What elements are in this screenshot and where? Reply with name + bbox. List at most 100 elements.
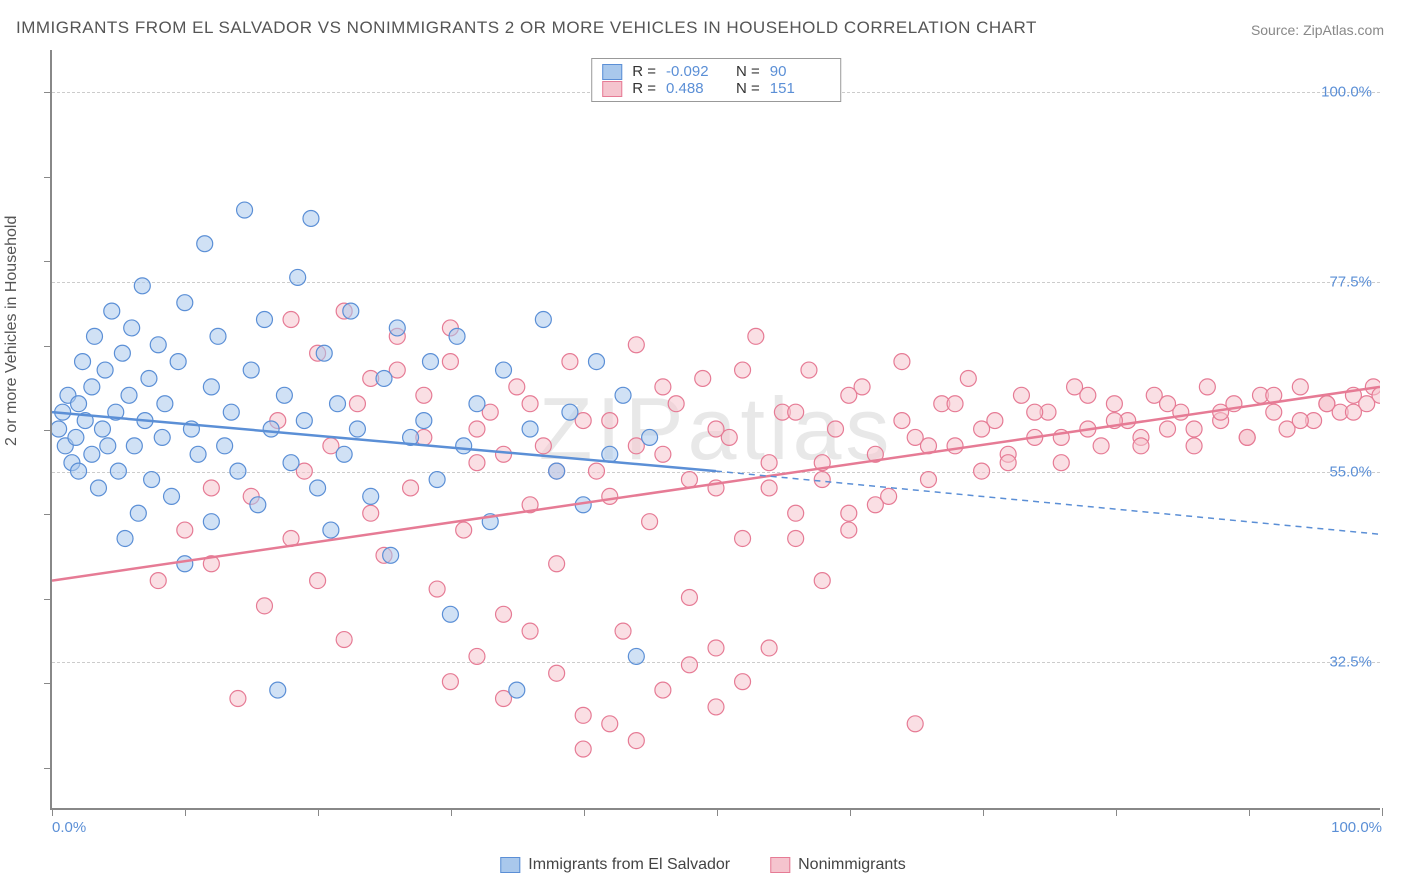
x-tick-mark: [52, 808, 53, 816]
scatter-point: [237, 202, 253, 218]
scatter-point: [68, 429, 84, 445]
scatter-point: [602, 488, 618, 504]
scatter-point: [562, 354, 578, 370]
legend-stats-box: R = -0.092 N = 90 R = 0.488 N = 151: [591, 58, 841, 102]
legend-swatch-pink: [770, 857, 790, 873]
scatter-point: [1106, 396, 1122, 412]
scatter-point: [681, 589, 697, 605]
legend-bottom: Immigrants from El Salvador Nonimmigrant…: [500, 856, 905, 874]
scatter-point: [748, 328, 764, 344]
scatter-point: [522, 623, 538, 639]
scatter-point: [867, 497, 883, 513]
x-tick-mark: [1116, 808, 1117, 816]
scatter-point: [894, 354, 910, 370]
scatter-point: [283, 312, 299, 328]
scatter-point: [469, 421, 485, 437]
y-tick-mark: [44, 599, 52, 600]
scatter-point: [708, 640, 724, 656]
legend-stats-row-pink: R = 0.488 N = 151: [602, 80, 830, 97]
scatter-point: [761, 455, 777, 471]
scatter-point: [256, 312, 272, 328]
legend-swatch-pink: [602, 81, 622, 97]
scatter-point: [615, 623, 631, 639]
scatter-point: [549, 556, 565, 572]
scatter-point: [1266, 404, 1282, 420]
legend-label-pink: Nonimmigrants: [798, 856, 906, 874]
scatter-point: [735, 674, 751, 690]
scatter-point: [263, 421, 279, 437]
scatter-point: [615, 387, 631, 403]
scatter-point: [628, 648, 644, 664]
scatter-point: [575, 707, 591, 723]
scatter-point: [296, 413, 312, 429]
scatter-point: [496, 606, 512, 622]
scatter-point: [628, 733, 644, 749]
y-tick-mark: [44, 92, 52, 93]
scatter-point: [788, 505, 804, 521]
r-label: R =: [632, 63, 656, 80]
scatter-point: [456, 522, 472, 538]
scatter-point: [144, 472, 160, 488]
scatter-point: [695, 370, 711, 386]
scatter-point: [735, 362, 751, 378]
scatter-point: [150, 337, 166, 353]
scatter-point: [343, 303, 359, 319]
scatter-point: [154, 429, 170, 445]
scatter-point: [681, 472, 697, 488]
scatter-point: [210, 328, 226, 344]
scatter-point: [1186, 438, 1202, 454]
scatter-point: [71, 396, 87, 412]
scatter-point: [336, 632, 352, 648]
scatter-point: [422, 354, 438, 370]
legend-label-blue: Immigrants from El Salvador: [528, 856, 730, 874]
scatter-point: [117, 531, 133, 547]
scatter-point: [788, 404, 804, 420]
scatter-point: [177, 522, 193, 538]
scatter-point: [469, 648, 485, 664]
scatter-point: [197, 236, 213, 252]
scatter-point: [655, 682, 671, 698]
scatter-point: [303, 210, 319, 226]
x-tick-label: 100.0%: [1331, 819, 1382, 836]
scatter-point: [290, 269, 306, 285]
scatter-point: [761, 480, 777, 496]
scatter-point: [1160, 421, 1176, 437]
scatter-point: [681, 657, 697, 673]
scatter-point: [330, 396, 346, 412]
scatter-point: [94, 421, 110, 437]
scatter-point: [1160, 396, 1176, 412]
scatter-point: [87, 328, 103, 344]
scatter-point: [124, 320, 140, 336]
x-tick-mark: [717, 808, 718, 816]
scatter-point: [974, 463, 990, 479]
y-tick-mark: [44, 768, 52, 769]
scatter-point: [71, 463, 87, 479]
scatter-point: [496, 362, 512, 378]
scatter-point: [788, 531, 804, 547]
scatter-point: [642, 514, 658, 530]
scatter-point: [97, 362, 113, 378]
plot-area: ZIPatlas R = -0.092 N = 90 R = 0.488 N =…: [50, 50, 1380, 810]
scatter-point: [602, 716, 618, 732]
scatter-point: [841, 522, 857, 538]
x-tick-mark: [185, 808, 186, 816]
scatter-point: [894, 413, 910, 429]
scatter-point: [121, 387, 137, 403]
scatter-point: [947, 396, 963, 412]
scatter-point: [841, 387, 857, 403]
scatter-point: [509, 379, 525, 395]
scatter-point: [429, 581, 445, 597]
x-tick-mark: [850, 808, 851, 816]
scatter-svg: [52, 50, 1380, 808]
scatter-point: [1292, 413, 1308, 429]
y-tick-mark: [44, 346, 52, 347]
scatter-point: [549, 665, 565, 681]
scatter-point: [230, 463, 246, 479]
r-value-pink: 0.488: [666, 80, 726, 97]
scatter-point: [456, 438, 472, 454]
scatter-point: [602, 446, 618, 462]
x-tick-mark: [584, 808, 585, 816]
scatter-point: [947, 438, 963, 454]
n-value-blue: 90: [770, 63, 830, 80]
scatter-point: [177, 556, 193, 572]
